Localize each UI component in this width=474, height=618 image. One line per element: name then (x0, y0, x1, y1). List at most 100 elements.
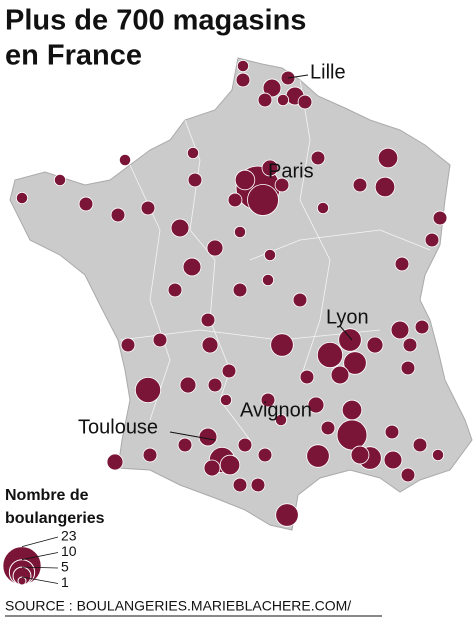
legend-title: Nombre de (5, 487, 89, 504)
bubble (263, 248, 277, 262)
bubble (247, 184, 279, 216)
bubble (316, 201, 330, 215)
bubble (227, 192, 243, 208)
bubble (307, 396, 325, 414)
bubble (431, 448, 445, 462)
bubble (299, 369, 315, 385)
city-label: Lyon (326, 306, 369, 328)
bubble (233, 225, 247, 239)
bubble (306, 444, 330, 468)
bubble (179, 376, 197, 394)
bubble (219, 393, 233, 407)
bubble (177, 437, 193, 453)
bubble (336, 419, 368, 451)
bubble (187, 172, 203, 188)
bubble (232, 477, 248, 493)
bubble (261, 273, 275, 287)
title-line: Plus de 700 magasins (5, 5, 306, 37)
bubble (106, 453, 124, 471)
bubble (274, 177, 290, 193)
bubble (390, 320, 410, 340)
source: SOURCE : BOULANGERIES.MARIEBLACHERE.COM/ (5, 598, 351, 614)
bubble (203, 459, 221, 477)
bubble (341, 399, 363, 421)
bubble (257, 92, 273, 108)
bubble (412, 437, 428, 453)
bubble (276, 93, 290, 107)
bubble (221, 363, 237, 379)
bubble (250, 477, 266, 493)
legend-leader (21, 536, 59, 548)
title-line: en France (5, 40, 142, 72)
bubble (424, 232, 440, 248)
bubble (394, 256, 410, 272)
bubble (235, 72, 251, 88)
bubble (201, 336, 219, 354)
legend-value: 23 (61, 528, 77, 544)
bubble (120, 337, 136, 353)
bubble (206, 239, 224, 257)
bubble (186, 146, 200, 160)
bubble (232, 282, 248, 298)
bubble (15, 191, 29, 205)
legend-leader (21, 566, 59, 569)
bubble (53, 173, 67, 187)
bubble (402, 337, 418, 353)
bubble (320, 420, 336, 436)
bubble (384, 424, 400, 440)
city-label: Paris (268, 160, 314, 182)
legend-bubble (17, 576, 27, 586)
bubble (338, 328, 362, 352)
bubble (207, 377, 223, 393)
bubble (134, 376, 162, 404)
bubble (219, 454, 241, 476)
legend-value: 1 (61, 574, 69, 590)
bubble (200, 312, 216, 328)
bubble (352, 177, 368, 193)
bubble (400, 360, 416, 376)
city-label: Avignon (240, 399, 312, 421)
bubble (377, 147, 399, 169)
bubble (198, 427, 218, 447)
bubble (237, 437, 253, 453)
bubble (297, 94, 313, 110)
bubble (140, 200, 156, 216)
bubble (310, 150, 326, 166)
bubble (261, 159, 279, 177)
city-label: Lille (310, 61, 346, 83)
bubble (400, 467, 416, 483)
bubble (182, 257, 202, 277)
bubble (118, 153, 132, 167)
bubble (236, 59, 250, 73)
bubble (270, 333, 294, 357)
city-leaders (169, 74, 353, 441)
bubble (257, 447, 273, 463)
bubble (234, 169, 256, 191)
bubble (292, 292, 308, 308)
legend-value: 10 (61, 543, 77, 559)
bubble (316, 341, 344, 369)
bubble (110, 207, 126, 223)
bubble (350, 445, 370, 465)
city-label: Toulouse (78, 416, 158, 438)
bubble (414, 319, 430, 335)
legend-value: 5 (61, 559, 69, 575)
bubble (275, 503, 299, 527)
bubble (374, 176, 396, 198)
bubble (366, 336, 384, 354)
bubble (383, 450, 403, 470)
bubble (274, 413, 288, 427)
bubble (152, 332, 168, 348)
bubble (330, 365, 350, 385)
bubble (170, 218, 190, 238)
bubble (432, 210, 448, 226)
bubble (260, 392, 276, 408)
legend-title: boulangeries (5, 510, 105, 527)
bubble (343, 351, 367, 375)
bubble (262, 78, 282, 98)
legend-leader (21, 576, 59, 584)
bubble (142, 447, 158, 463)
legend-leader (21, 552, 59, 561)
bubble (167, 282, 183, 298)
